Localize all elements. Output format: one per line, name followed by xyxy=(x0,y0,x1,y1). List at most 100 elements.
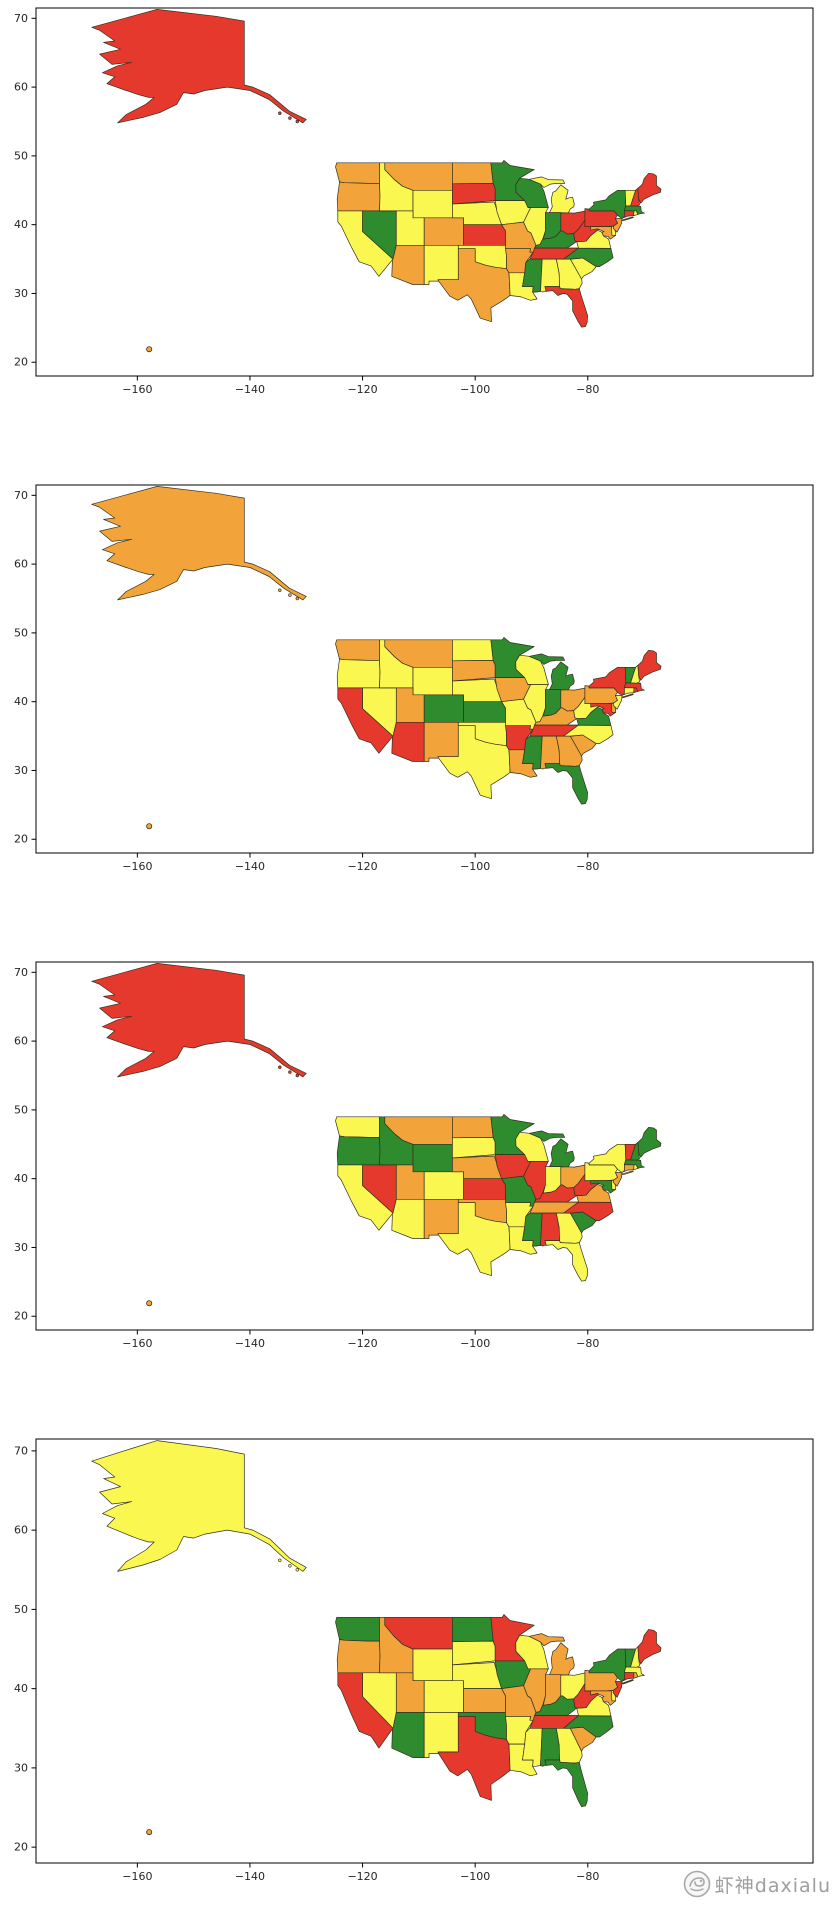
alaska-shape xyxy=(91,486,307,601)
alaska-islet xyxy=(295,119,299,124)
state-shape-ME xyxy=(637,1127,662,1158)
x-tick-label: −140 xyxy=(235,1870,265,1883)
state-shape-ND xyxy=(452,162,494,185)
state-shape-WA xyxy=(335,162,380,184)
state-shape-FL xyxy=(544,1759,588,1808)
state-shape-KY xyxy=(533,230,578,250)
state-shape-CO xyxy=(423,1171,464,1200)
y-tick-label: 30 xyxy=(14,764,28,777)
y-tick-label: 60 xyxy=(14,1524,28,1537)
y-tick-label: 70 xyxy=(14,1444,28,1457)
state-shape-SD xyxy=(452,1640,496,1666)
state-shape-ME xyxy=(637,173,662,204)
y-tick-label: 20 xyxy=(14,1310,28,1323)
x-tick-label: −120 xyxy=(347,1337,377,1350)
x-tick-label: −160 xyxy=(122,1337,152,1350)
alaska-islet xyxy=(278,1065,282,1069)
state-shape-WI xyxy=(515,1131,549,1162)
x-tick-label: −140 xyxy=(235,1337,265,1350)
state-shape-WY xyxy=(412,1648,453,1682)
map-canvas-panel-1: 20 30 40 50 60 70 −160 −140 −120 −100 −80 xyxy=(14,7,814,396)
y-tick-label: 50 xyxy=(14,149,28,162)
state-shape-SD xyxy=(452,1137,496,1159)
state-shape-PA xyxy=(584,1669,618,1692)
y-tick-label: 50 xyxy=(14,1603,28,1616)
x-tick-label: −80 xyxy=(576,860,599,873)
state-shape-CO xyxy=(423,1680,464,1713)
state-shape-MIU xyxy=(528,176,566,188)
state-shape-FL xyxy=(544,763,588,805)
state-shape-KY xyxy=(533,707,578,727)
state-shape-NM xyxy=(423,1712,459,1758)
hawaii-dot xyxy=(146,1300,153,1307)
state-shape-TX xyxy=(437,248,511,323)
state-shape-SD xyxy=(452,660,496,682)
state-shape-PA xyxy=(584,1162,618,1181)
state-shape-PA xyxy=(584,208,618,227)
y-tick-label: 50 xyxy=(14,1103,28,1116)
state-shape-CO xyxy=(423,217,464,246)
x-tick-label: −120 xyxy=(347,383,377,396)
x-tick-label: −120 xyxy=(347,860,377,873)
x-tick-label: −100 xyxy=(460,860,490,873)
state-shape-OR xyxy=(336,658,381,689)
state-shape-WY xyxy=(412,1143,453,1173)
alaska-islet xyxy=(278,111,282,115)
y-tick-label: 20 xyxy=(14,833,28,846)
watermark-text: 虾神daxialu xyxy=(714,1874,831,1897)
alaska-islet xyxy=(288,1070,292,1074)
state-shape-TX xyxy=(437,725,511,800)
x-tick-label: −140 xyxy=(235,860,265,873)
state-shape-TX xyxy=(437,1202,511,1277)
x-tick-label: −160 xyxy=(122,1870,152,1883)
state-shape-LI xyxy=(621,216,634,222)
state-shape-WY xyxy=(412,666,453,696)
state-shape-NC xyxy=(563,724,614,744)
state-shape-AZ xyxy=(391,721,425,762)
y-tick-label: 40 xyxy=(14,218,28,231)
state-shape-NC xyxy=(563,247,614,267)
state-shape-OR xyxy=(336,1135,381,1166)
map-panel-2: 20 30 40 50 60 70 −160 −140 −120 −100 −80 xyxy=(0,477,837,954)
alaska-islet xyxy=(295,1568,299,1572)
map-panel-4: 20 30 40 50 60 70 −160 −140 −120 −100 −80 xyxy=(0,1431,837,1911)
y-tick-label: 30 xyxy=(14,287,28,300)
state-shape-MI xyxy=(549,661,575,691)
state-shape-ND xyxy=(452,639,494,662)
alaska-islet xyxy=(288,1564,292,1568)
state-shape-LI xyxy=(621,693,634,699)
state-shape-MI xyxy=(549,184,575,214)
map-canvas-panel-2: 20 30 40 50 60 70 −160 −140 −120 −100 −80 xyxy=(14,484,814,873)
alaska-islet xyxy=(278,588,282,592)
map-panel-1: 20 30 40 50 60 70 −160 −140 −120 −100 −80 xyxy=(0,0,837,477)
y-tick-label: 70 xyxy=(14,489,28,502)
state-shape-NC xyxy=(563,1201,614,1221)
x-tick-label: −80 xyxy=(576,383,599,396)
state-shape-NM xyxy=(423,244,459,285)
state-shape-WI xyxy=(515,177,549,208)
y-tick-label: 60 xyxy=(14,558,28,571)
state-shape-WA xyxy=(335,1116,380,1138)
x-tick-label: −80 xyxy=(576,1337,599,1350)
y-tick-label: 20 xyxy=(14,356,28,369)
x-tick-label: −80 xyxy=(576,1870,599,1883)
map-canvas-panel-3: 20 30 40 50 60 70 −160 −140 −120 −100 −80 xyxy=(14,961,814,1350)
map-panel-3: 20 30 40 50 60 70 −160 −140 −120 −100 −80 xyxy=(0,954,837,1431)
state-shape-KS xyxy=(463,224,506,246)
y-tick-label: 40 xyxy=(14,1682,28,1695)
state-shape-NJ xyxy=(612,695,623,710)
state-shape-LI xyxy=(621,1170,634,1176)
state-shape-MIU xyxy=(528,653,566,665)
state-shape-KS xyxy=(463,1178,506,1200)
x-tick-label: −160 xyxy=(122,383,152,396)
alaska-islet xyxy=(288,116,292,120)
state-shape-WI xyxy=(515,654,549,685)
state-shape-OR xyxy=(336,181,381,212)
alaska-shape xyxy=(91,1440,307,1572)
hawaii-dot xyxy=(146,346,153,353)
y-tick-label: 50 xyxy=(14,626,28,639)
state-shape-OR xyxy=(336,1639,381,1674)
y-tick-label: 40 xyxy=(14,695,28,708)
shrimp-logo-icon xyxy=(682,1869,712,1899)
